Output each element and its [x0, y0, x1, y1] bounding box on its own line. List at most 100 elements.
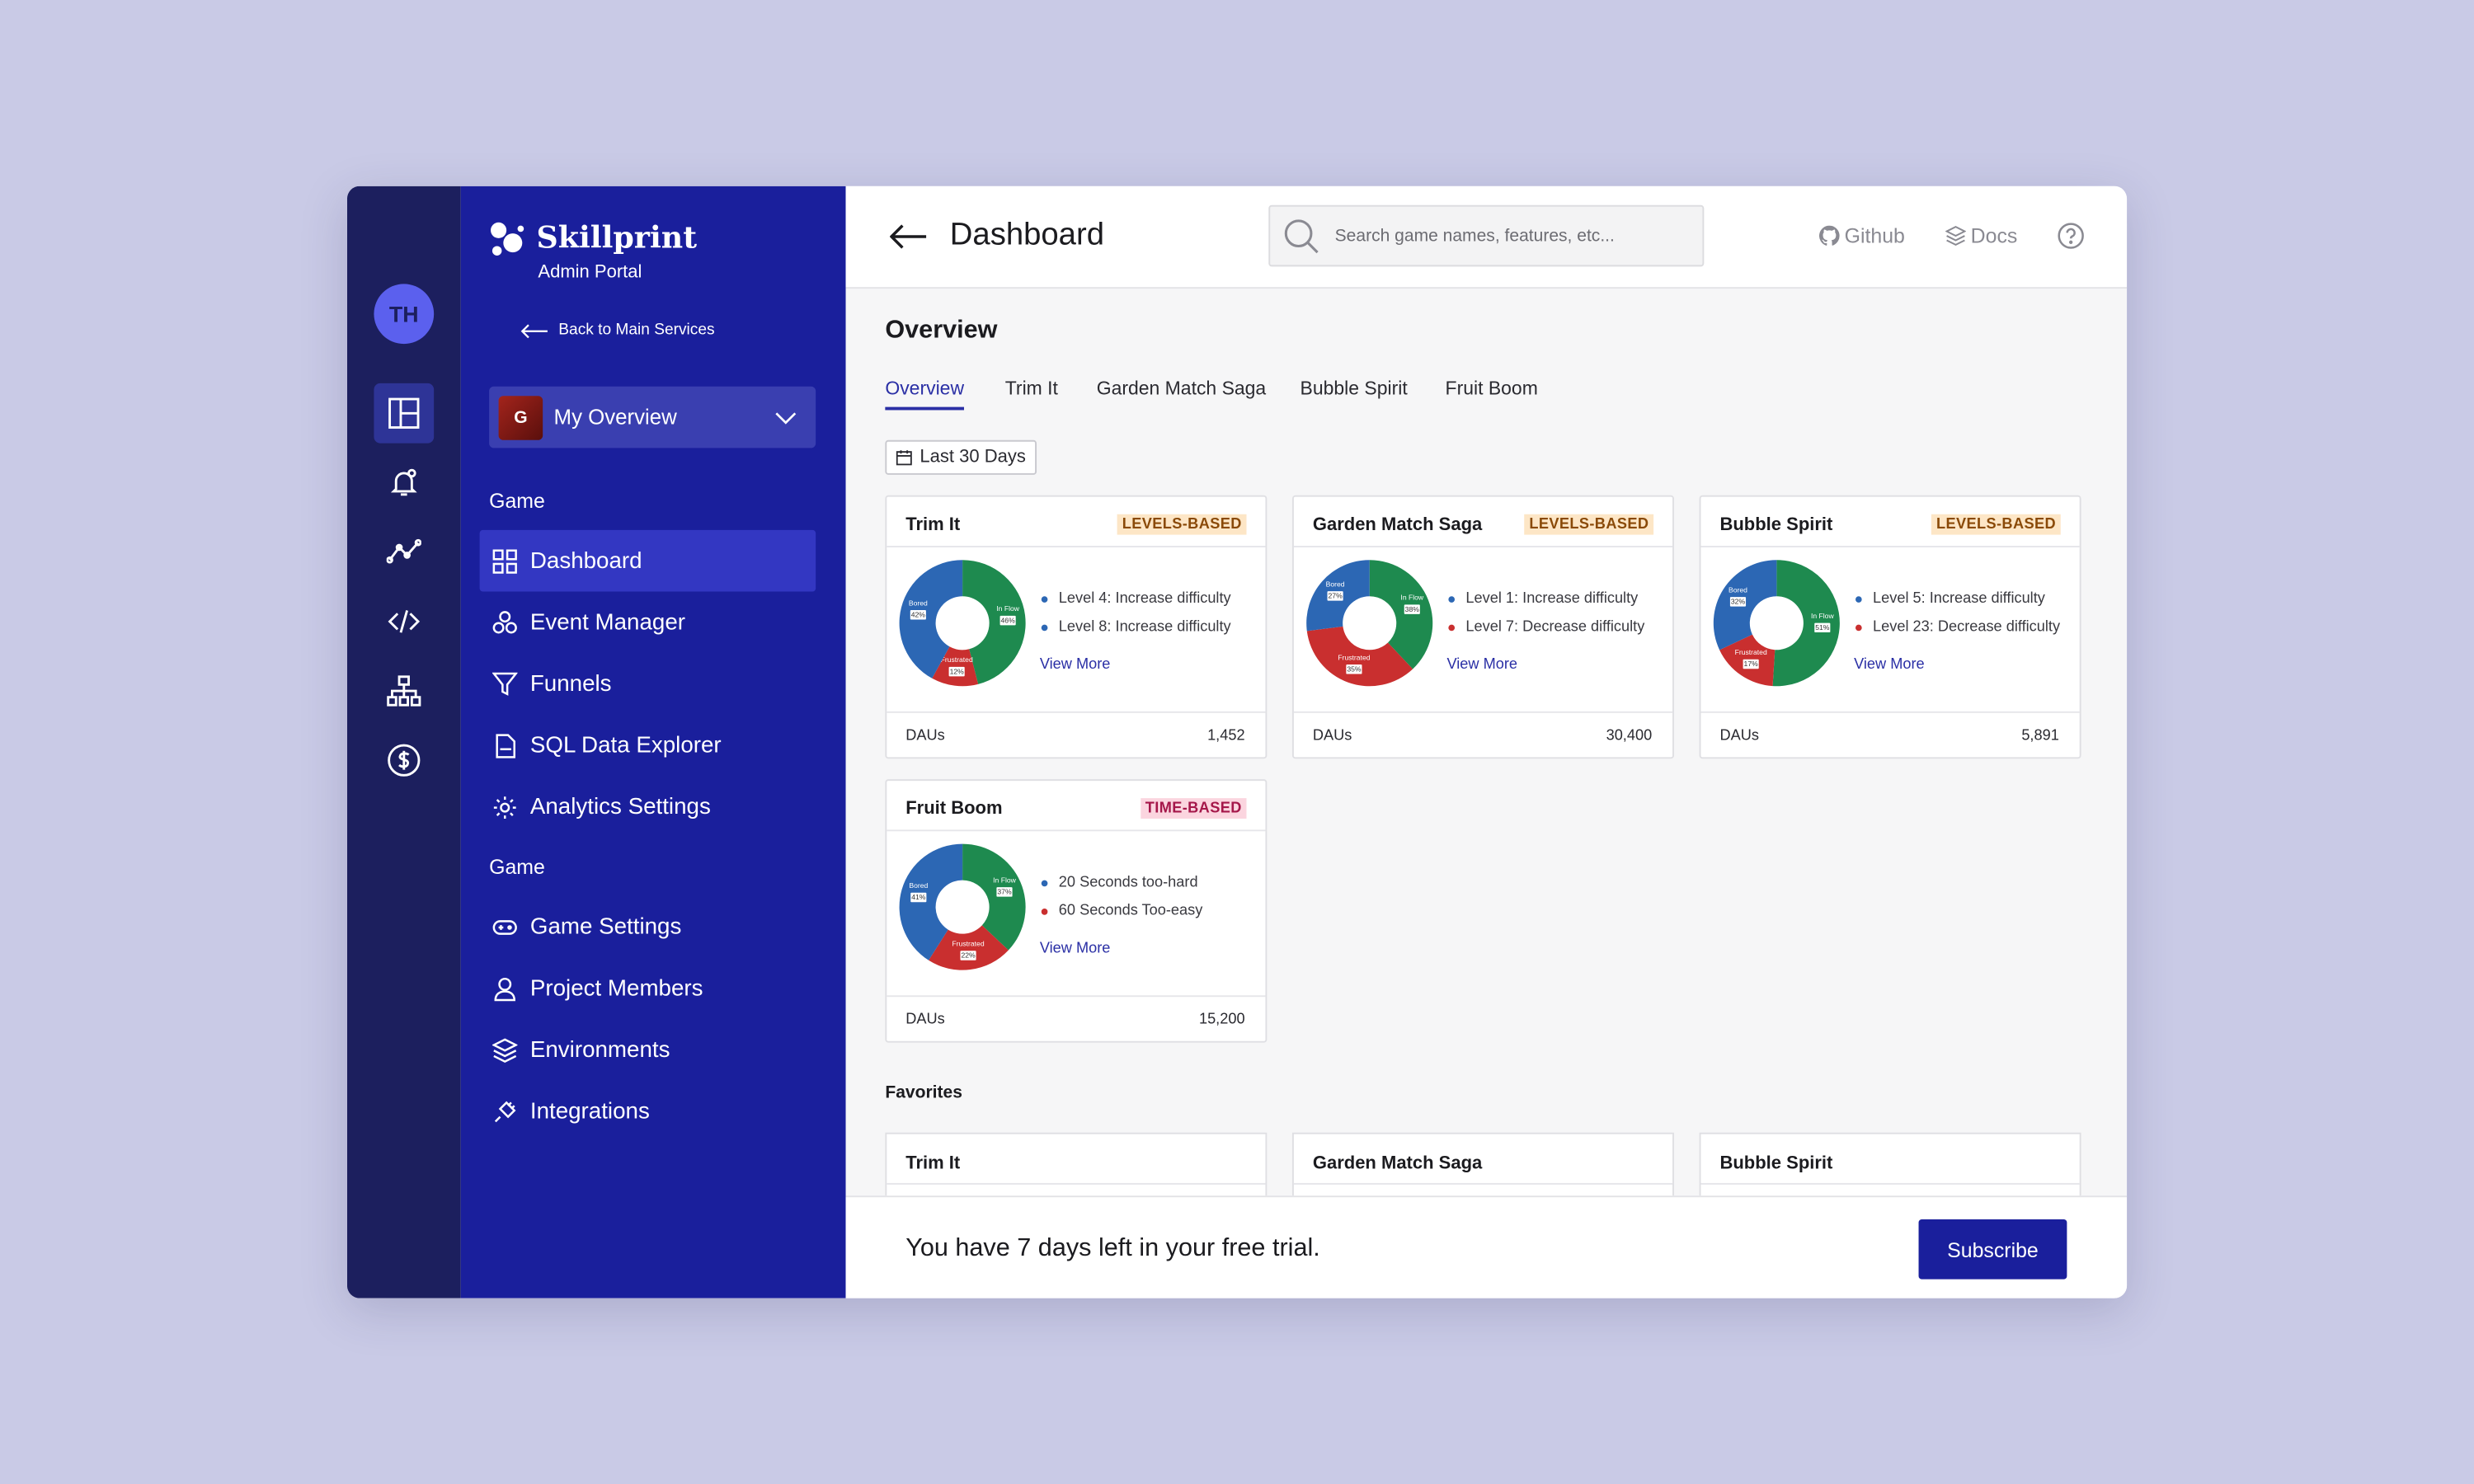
nav-label: Game Settings: [529, 913, 682, 940]
game-card: Fruit Boom TIME-BASED In Flow 37% Frustrated…: [885, 779, 1268, 1043]
segment-value-label: 38%: [1405, 605, 1420, 613]
donut-segment: [1772, 560, 1840, 687]
metric-label: DAUs: [905, 1011, 945, 1029]
favorite-title: Trim It: [905, 1154, 961, 1174]
nav-icon: [492, 548, 517, 573]
insight-text: Level 5: Increase difficulty: [1873, 589, 2045, 608]
docs-text: Docs: [1970, 223, 2018, 248]
view-more-link[interactable]: View More: [1039, 940, 1111, 958]
github-link[interactable]: Github: [1819, 224, 1905, 247]
rail-hierarchy[interactable]: [374, 661, 434, 721]
donut-chart: In Flow 37% Frustrated 22% Bored 41%: [899, 843, 1026, 970]
nav-item[interactable]: Dashboard: [479, 529, 816, 592]
nav-item[interactable]: Environments: [480, 1020, 816, 1082]
nav-heading: Game: [489, 489, 545, 513]
insight-dot: [1448, 596, 1456, 603]
search-box[interactable]: Search game names, features, etc...: [1268, 204, 1705, 267]
date-filter[interactable]: Last 30 Days: [885, 439, 1037, 475]
tab[interactable]: Garden Match Saga: [1096, 377, 1267, 400]
nav-label: Integrations: [529, 1099, 650, 1125]
nav-item[interactable]: Game Settings: [480, 896, 816, 958]
brand-name: Skillprint: [536, 220, 698, 256]
segment-name: Frustrated: [1735, 648, 1767, 656]
insight: Level 5: Increase difficulty: [1854, 589, 2075, 611]
card-footer: DAUs 1,452: [887, 711, 1266, 758]
main: Dashboard Search game names, features, e…: [845, 186, 2128, 1298]
nav-icon: [492, 1038, 518, 1063]
nav-item[interactable]: Integrations: [480, 1082, 816, 1144]
nav-item[interactable]: Project Members: [480, 958, 816, 1020]
segment-name: In Flow: [996, 604, 1019, 613]
segment-label-box: [999, 615, 1016, 626]
card-insights: Level 4: Increase difficulty Level 8: Inc…: [1040, 547, 1261, 711]
insight-dot: [1448, 624, 1456, 632]
card-title: Garden Match Saga: [1312, 515, 1483, 535]
nav-item[interactable]: Event Manager: [480, 592, 816, 654]
insight: Level 7: Decrease difficulty: [1446, 617, 1667, 639]
segment-label-box: [910, 892, 927, 903]
view-more-link[interactable]: View More: [1854, 655, 1925, 674]
insight-dot: [1041, 909, 1048, 915]
segment-name: In Flow: [1811, 612, 1834, 620]
avatar[interactable]: TH: [374, 284, 435, 345]
nav-label: Dashboard: [529, 547, 642, 574]
segment-label-box: [1743, 659, 1759, 669]
insight-text: Level 1: Increase difficulty: [1465, 589, 1639, 608]
rail-billing[interactable]: [374, 730, 434, 791]
segment-label-box: [960, 951, 976, 960]
metric-value: 5,891: [2021, 727, 2059, 745]
nav-label: Environments: [529, 1037, 670, 1064]
insight-dot: [1856, 624, 1862, 632]
nav-label: SQL Data Explorer: [529, 733, 722, 759]
icon-rail: TH: [346, 186, 461, 1298]
donut-segment: [1306, 626, 1413, 687]
segment-value-label: 22%: [961, 951, 976, 960]
insight-dot: [1856, 596, 1862, 603]
favorite-title: Bubble Spirit: [1719, 1154, 1833, 1174]
insight-text: Level 23: Decrease difficulty: [1873, 618, 2061, 636]
back-arrow[interactable]: [890, 224, 928, 250]
tab[interactable]: Bubble Spirit: [1300, 377, 1408, 400]
segment-value-label: 37%: [997, 888, 1012, 896]
segment-label-box: [1814, 622, 1831, 633]
card-title: Fruit Boom: [905, 800, 1003, 819]
insight: 20 Seconds too-hard: [1040, 872, 1261, 895]
nav-item[interactable]: Analytics Settings: [480, 777, 816, 839]
metric-value: 15,200: [1198, 1011, 1245, 1029]
segment-label-box: [996, 887, 1013, 897]
docs-link[interactable]: Docs: [1945, 223, 2018, 248]
project-selector[interactable]: G My Overview: [489, 386, 816, 448]
card-header: Trim It LEVELS-BASED: [887, 497, 1266, 547]
segment-name: Frustrated: [1338, 653, 1370, 661]
segment-label-box: [1327, 591, 1343, 601]
rail-dashboard[interactable]: [374, 383, 435, 444]
back-link[interactable]: Back to Main Services: [520, 322, 715, 340]
segment-label-box: [1729, 597, 1747, 607]
insight-dot: [1041, 624, 1048, 632]
date-filter-text: Last 30 Days: [920, 448, 1026, 467]
tab[interactable]: Overview: [885, 377, 965, 411]
donut-segment: [962, 843, 1026, 951]
back-link-text: Back to Main Services: [558, 322, 715, 340]
nav-item[interactable]: SQL Data Explorer: [480, 716, 816, 777]
favorite-divider: [1293, 1182, 1673, 1185]
favorites-title: Favorites: [885, 1083, 962, 1103]
tab[interactable]: Fruit Boom: [1445, 377, 1538, 400]
help-icon[interactable]: [2058, 223, 2085, 250]
game-card: Garden Match Saga LEVELS-BASED In Flow 38% F…: [1291, 495, 1674, 759]
nav-item[interactable]: Funnels: [480, 654, 816, 716]
insight: 60 Seconds Too-easy: [1040, 900, 1261, 923]
brand-subtitle: Admin Portal: [538, 263, 642, 283]
nav-icon: [492, 610, 517, 633]
rail-alerts[interactable]: [374, 453, 434, 513]
rail-analytics[interactable]: [374, 522, 434, 582]
rail-code[interactable]: [374, 591, 434, 651]
nav-icon: [494, 1101, 516, 1123]
view-more-link[interactable]: View More: [1446, 655, 1517, 674]
segment-value-label: 35%: [1347, 665, 1362, 673]
tab[interactable]: Trim It: [1004, 377, 1058, 400]
view-more-link[interactable]: View More: [1039, 655, 1111, 674]
donut-segment: [932, 646, 979, 687]
subscribe-button[interactable]: Subscribe: [1918, 1219, 2067, 1280]
favorite-divider: [887, 1182, 1266, 1185]
